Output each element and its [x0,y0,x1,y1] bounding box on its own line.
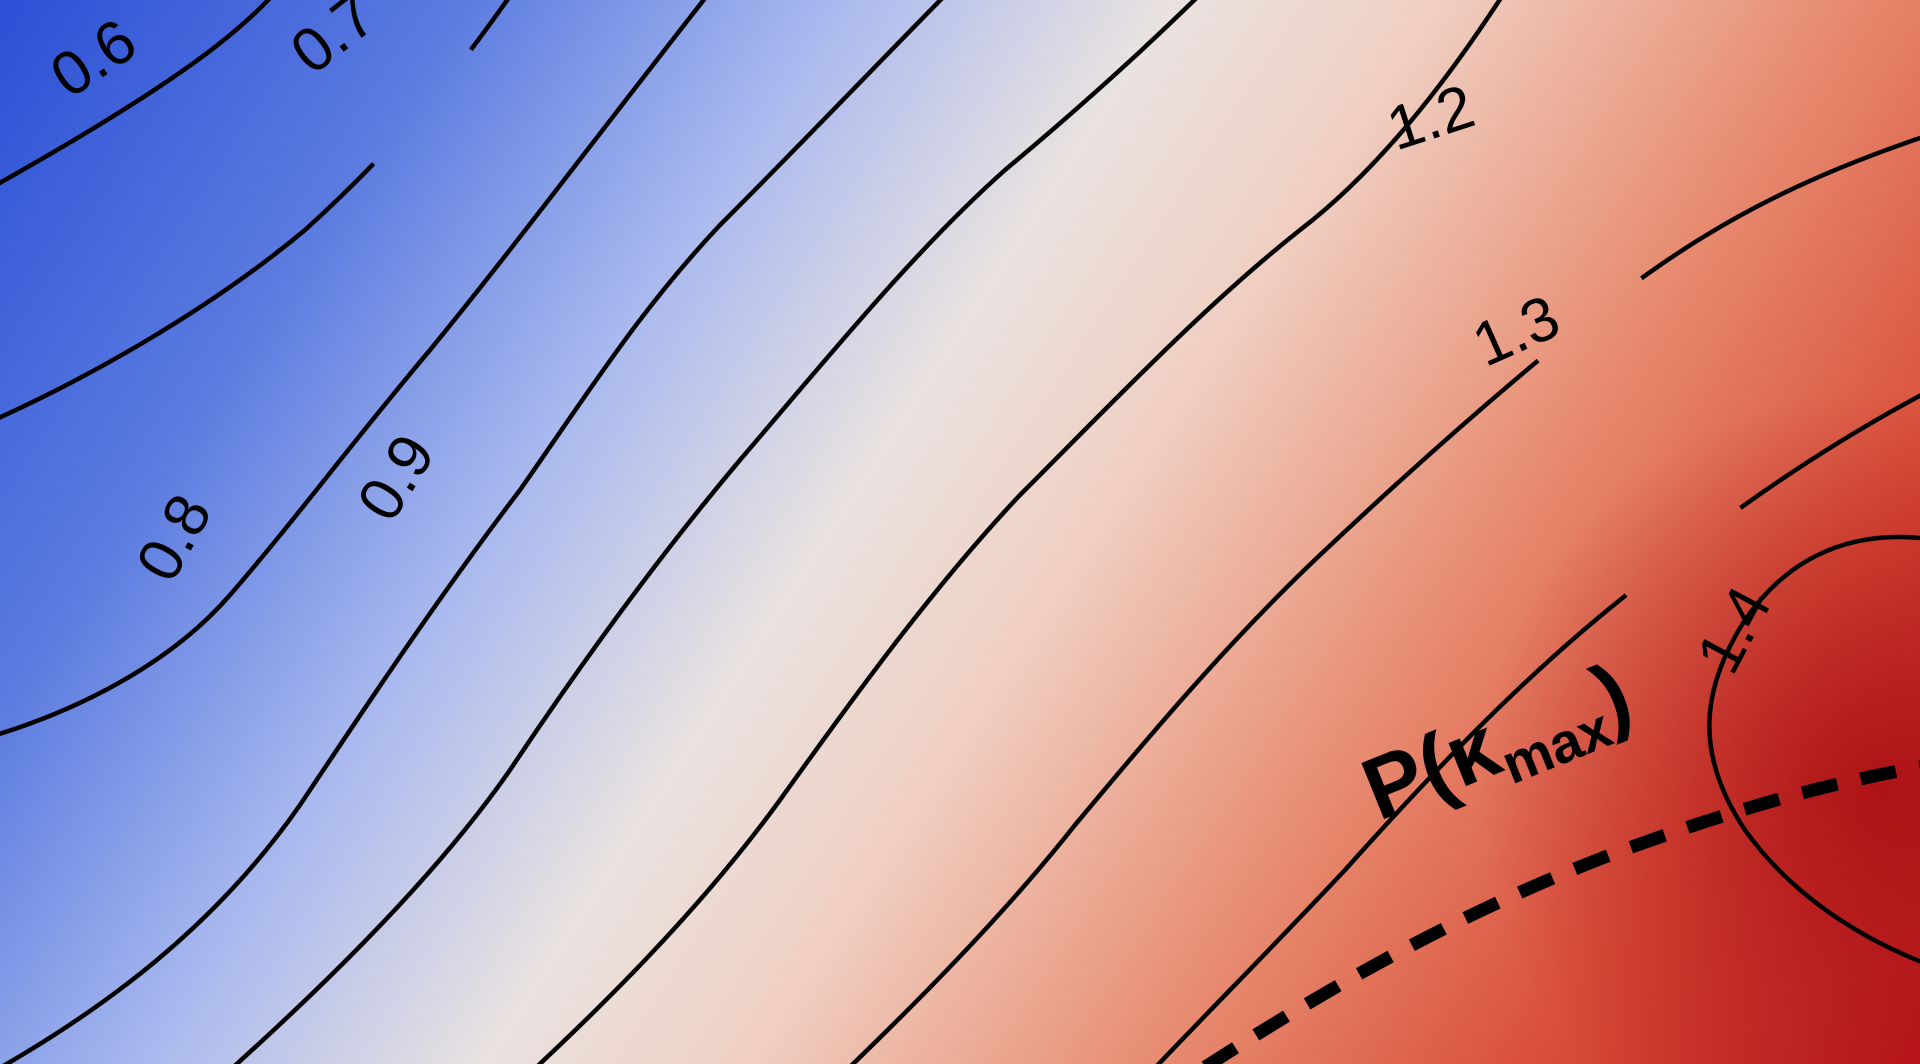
contour-heatmap: P(κmax) 0.60.70.80.91.21.31.4 [0,0,1920,1064]
heatmap-hotspot [0,0,1920,1064]
